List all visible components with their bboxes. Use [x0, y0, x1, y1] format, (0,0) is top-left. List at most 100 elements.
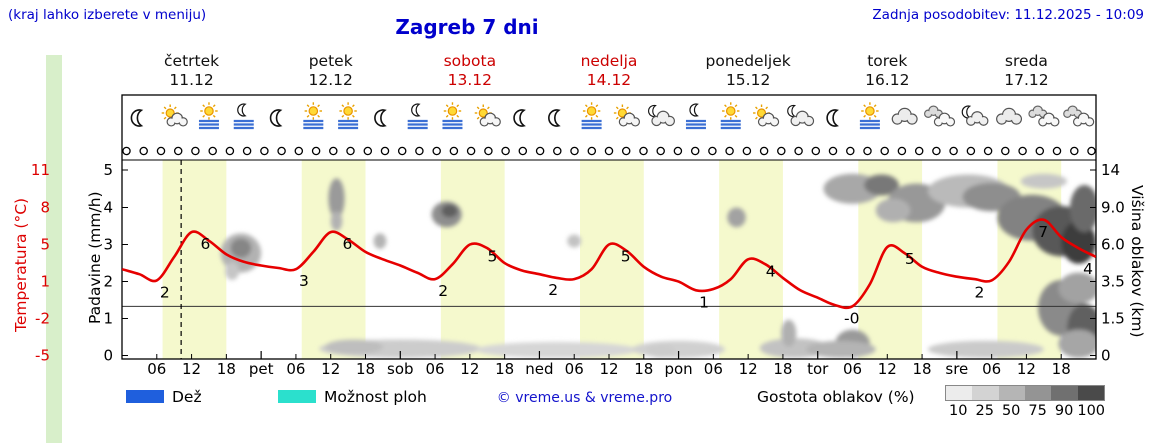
- day-date: 16.12: [865, 71, 910, 89]
- svg-text:3.5: 3.5: [1101, 273, 1125, 291]
- svg-text:1: 1: [103, 310, 113, 328]
- density-tick-label: 90: [1054, 403, 1074, 419]
- density-cell: [972, 386, 999, 400]
- moon-fog-icon: [233, 103, 254, 130]
- svg-text:12: 12: [878, 360, 897, 378]
- time-dot: [173, 146, 183, 156]
- moon-fog-icon: [407, 103, 428, 130]
- sun-fog-icon: [442, 102, 463, 130]
- day-name: sreda: [1004, 52, 1048, 70]
- time-dot: [570, 146, 579, 156]
- copyright-link[interactable]: © vreme.us & vreme.pro: [496, 390, 673, 406]
- svg-text:06: 06: [843, 360, 862, 378]
- cloud-density-gradient: [945, 385, 1105, 401]
- svg-text:8: 8: [40, 199, 50, 217]
- density-tick-label: 25: [975, 403, 994, 419]
- clouds-icon: [1028, 105, 1060, 127]
- svg-text:6.0: 6.0: [1101, 236, 1125, 254]
- svg-text:3: 3: [299, 272, 309, 290]
- day-name: ponedeljek: [705, 52, 791, 70]
- time-dot: [432, 146, 441, 156]
- time-dot: [897, 146, 907, 156]
- time-dot: [242, 146, 252, 156]
- density-tick-label: 50: [1001, 403, 1021, 419]
- svg-text:sob: sob: [387, 360, 414, 378]
- moon-icon: [374, 109, 387, 127]
- time-dot: [294, 146, 304, 156]
- sun-fog-icon: [720, 102, 741, 130]
- svg-text:4: 4: [766, 262, 776, 280]
- svg-text:ned: ned: [525, 360, 553, 378]
- day-name: torek: [867, 52, 908, 70]
- precip-ticks: 5 4 3 2 1 0: [103, 161, 113, 365]
- svg-text:5: 5: [103, 161, 113, 179]
- moon-icon: [130, 109, 144, 127]
- time-dot: [449, 146, 459, 156]
- svg-text:2: 2: [438, 282, 448, 300]
- moon-icon: [548, 109, 561, 127]
- cloud-density-scale: 10 25 50 75 90 100: [945, 385, 1105, 419]
- density-cell: [1024, 386, 1052, 400]
- day-header-petek: petek 12.12: [261, 52, 400, 90]
- svg-text:18: 18: [1052, 360, 1071, 378]
- time-dot: [777, 146, 786, 156]
- time-dot: [1052, 146, 1062, 156]
- moon-icon: [826, 109, 839, 127]
- temperature-ticks: 11 8 5 1 -2 -5: [31, 161, 50, 365]
- weather-icons-row: [130, 102, 1095, 130]
- svg-text:18: 18: [913, 360, 932, 378]
- svg-text:06: 06: [704, 360, 723, 378]
- last-updated: Zadnja posodobitev: 11.12.2025 - 10:09: [872, 7, 1144, 23]
- density-cell: [998, 386, 1025, 400]
- time-dot: [277, 146, 286, 156]
- day-header-torek: torek 16.12: [818, 52, 957, 90]
- sun-cloud-icon: [161, 104, 188, 127]
- svg-text:0: 0: [103, 347, 113, 365]
- svg-text:12: 12: [182, 360, 201, 378]
- time-dot: [932, 146, 941, 156]
- svg-text:9.0: 9.0: [1101, 199, 1125, 217]
- time-dot: [639, 146, 648, 156]
- day-header-sobota: sobota 13.12: [400, 52, 539, 90]
- time-dot: [1070, 146, 1079, 156]
- time-dot: [708, 146, 717, 156]
- density-cell: [946, 386, 973, 400]
- svg-text:-5: -5: [35, 347, 50, 365]
- time-dot: [690, 146, 700, 156]
- time-dot: [621, 146, 631, 156]
- location-hint: (kraj lahko izberete v meniju): [8, 7, 207, 23]
- time-dot: [535, 146, 545, 156]
- sun-fog-icon: [859, 102, 880, 130]
- svg-text:06: 06: [426, 360, 445, 378]
- time-dot: [914, 146, 924, 156]
- svg-text:-0: -0: [844, 309, 859, 327]
- moon-icon: [513, 109, 526, 127]
- cloud-moon-icon: [787, 104, 815, 127]
- cloud-density-label: Gostota oblakov (%): [757, 388, 915, 406]
- temperature-curve: [122, 218, 1096, 310]
- time-dot: [208, 146, 217, 156]
- time-dot: [553, 146, 562, 156]
- time-dot: [1035, 146, 1045, 156]
- svg-text:4: 4: [103, 199, 113, 217]
- time-dot: [156, 146, 166, 156]
- showers-label: Možnost ploh: [324, 388, 427, 406]
- svg-text:6: 6: [343, 235, 353, 253]
- time-dot: [949, 146, 958, 156]
- svg-text:12: 12: [739, 360, 758, 378]
- sun-fog-icon: [303, 102, 324, 130]
- sun-fog-icon: [338, 102, 359, 130]
- svg-text:12: 12: [1017, 360, 1036, 378]
- day-date: 12.12: [308, 71, 353, 89]
- svg-text:-2: -2: [35, 310, 50, 328]
- time-dot: [363, 146, 373, 156]
- moon-cloud-icon: [961, 105, 989, 126]
- svg-text:06: 06: [982, 360, 1001, 378]
- left-accent-strip: [46, 55, 62, 443]
- svg-text:sre: sre: [945, 360, 968, 378]
- time-dot: [260, 146, 269, 156]
- cloud-density-tick-labels: 10 25 50 75 90 100: [945, 403, 1105, 419]
- sun-fog-icon: [198, 102, 219, 130]
